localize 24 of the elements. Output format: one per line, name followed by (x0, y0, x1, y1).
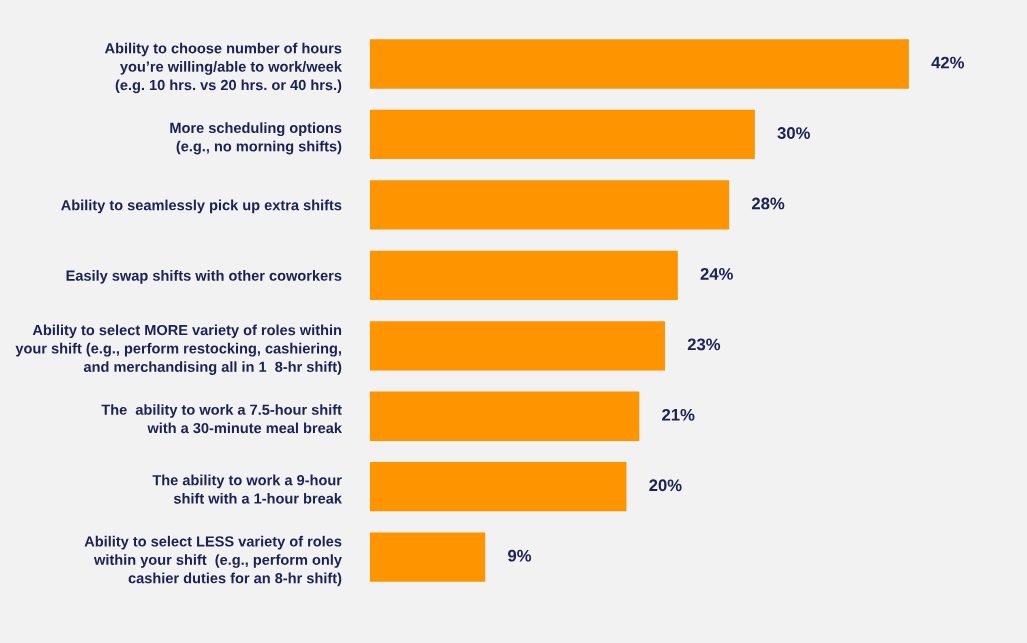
y-tick-label: Ability to select LESS variety of roles within your shift (e.g., perform only cashier duties for an 8-hr shift) (84, 535, 342, 587)
bar (369, 180, 730, 230)
bar (369, 532, 486, 582)
y-tick-label: The ability to work a 7.5-hour shift with a 30-minute meal break (101, 404, 342, 434)
y-tick-label: Easily swap shifts with other coworkers (66, 270, 342, 284)
y-tick-label: Ability to select MORE variety of roles within your shift (e.g., perform restocking, cashiering, and merchandising all in 1 8-hr shift) (15, 324, 342, 375)
bar (369, 462, 627, 512)
y-tick-label: Ability to seamlessly pick up extra shifts (61, 199, 342, 214)
data-label: 24% (700, 268, 733, 280)
bar (369, 109, 755, 160)
data-label: 30% (777, 127, 810, 139)
bar (369, 321, 665, 371)
y-tick-label: Ability to choose number of hours you’re willing/able to work/week (e.g. 10 hrs. vs 20 hrs. or 40 hrs.) (104, 42, 342, 94)
data-label: 23% (687, 338, 721, 351)
data-label: 28% (751, 197, 785, 210)
data-label: 9% (508, 549, 532, 562)
y-tick-label: The ability to work a 9-hour shift with a 1-hour break (152, 474, 342, 504)
bar (369, 39, 909, 89)
bar (369, 250, 678, 300)
data-label: 42% (931, 56, 965, 69)
bar (369, 391, 640, 441)
y-tick-label: More scheduling options (e.g., no morning shifts) (170, 122, 342, 155)
data-label: 21% (662, 408, 695, 421)
data-label: 20% (649, 479, 682, 492)
